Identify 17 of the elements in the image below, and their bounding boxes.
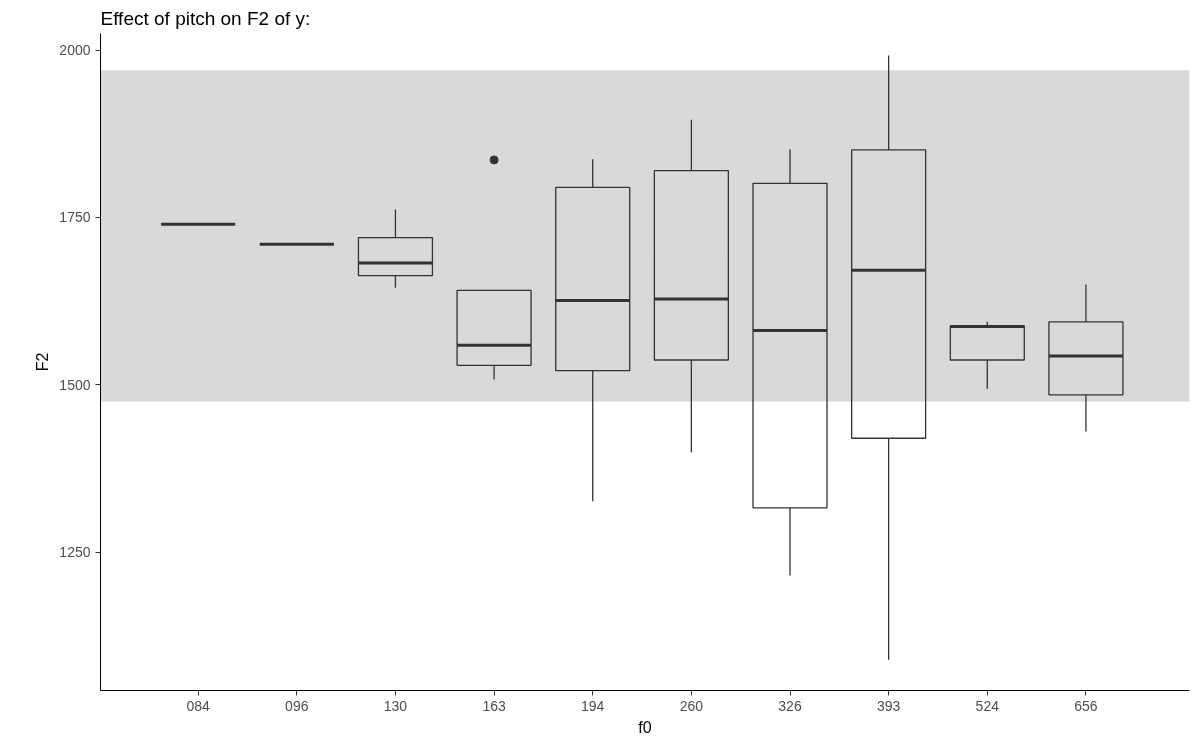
x-tick-label: 096 <box>285 697 309 714</box>
y-tick-label: 1750 <box>59 209 91 226</box>
x-axis-title: f0 <box>638 718 652 736</box>
y-axis-title: F2 <box>34 352 52 372</box>
x-tick-label: 326 <box>778 697 802 714</box>
y-tick-label: 1250 <box>59 544 91 561</box>
x-tick-label: 194 <box>581 697 605 714</box>
chart-title: Effect of pitch on F2 of y: <box>100 7 311 29</box>
x-tick-label: 130 <box>383 697 408 714</box>
x-tick-label: 393 <box>876 697 901 714</box>
x-tick-label: 260 <box>679 697 704 714</box>
x-tick-label: 524 <box>975 697 1000 714</box>
x-tick-label: 656 <box>1074 697 1098 714</box>
x-tick-label: 084 <box>186 697 211 714</box>
y-tick-label: 1500 <box>59 376 91 393</box>
x-tick-label: 163 <box>482 697 506 714</box>
y-tick-label: 2000 <box>59 42 91 59</box>
